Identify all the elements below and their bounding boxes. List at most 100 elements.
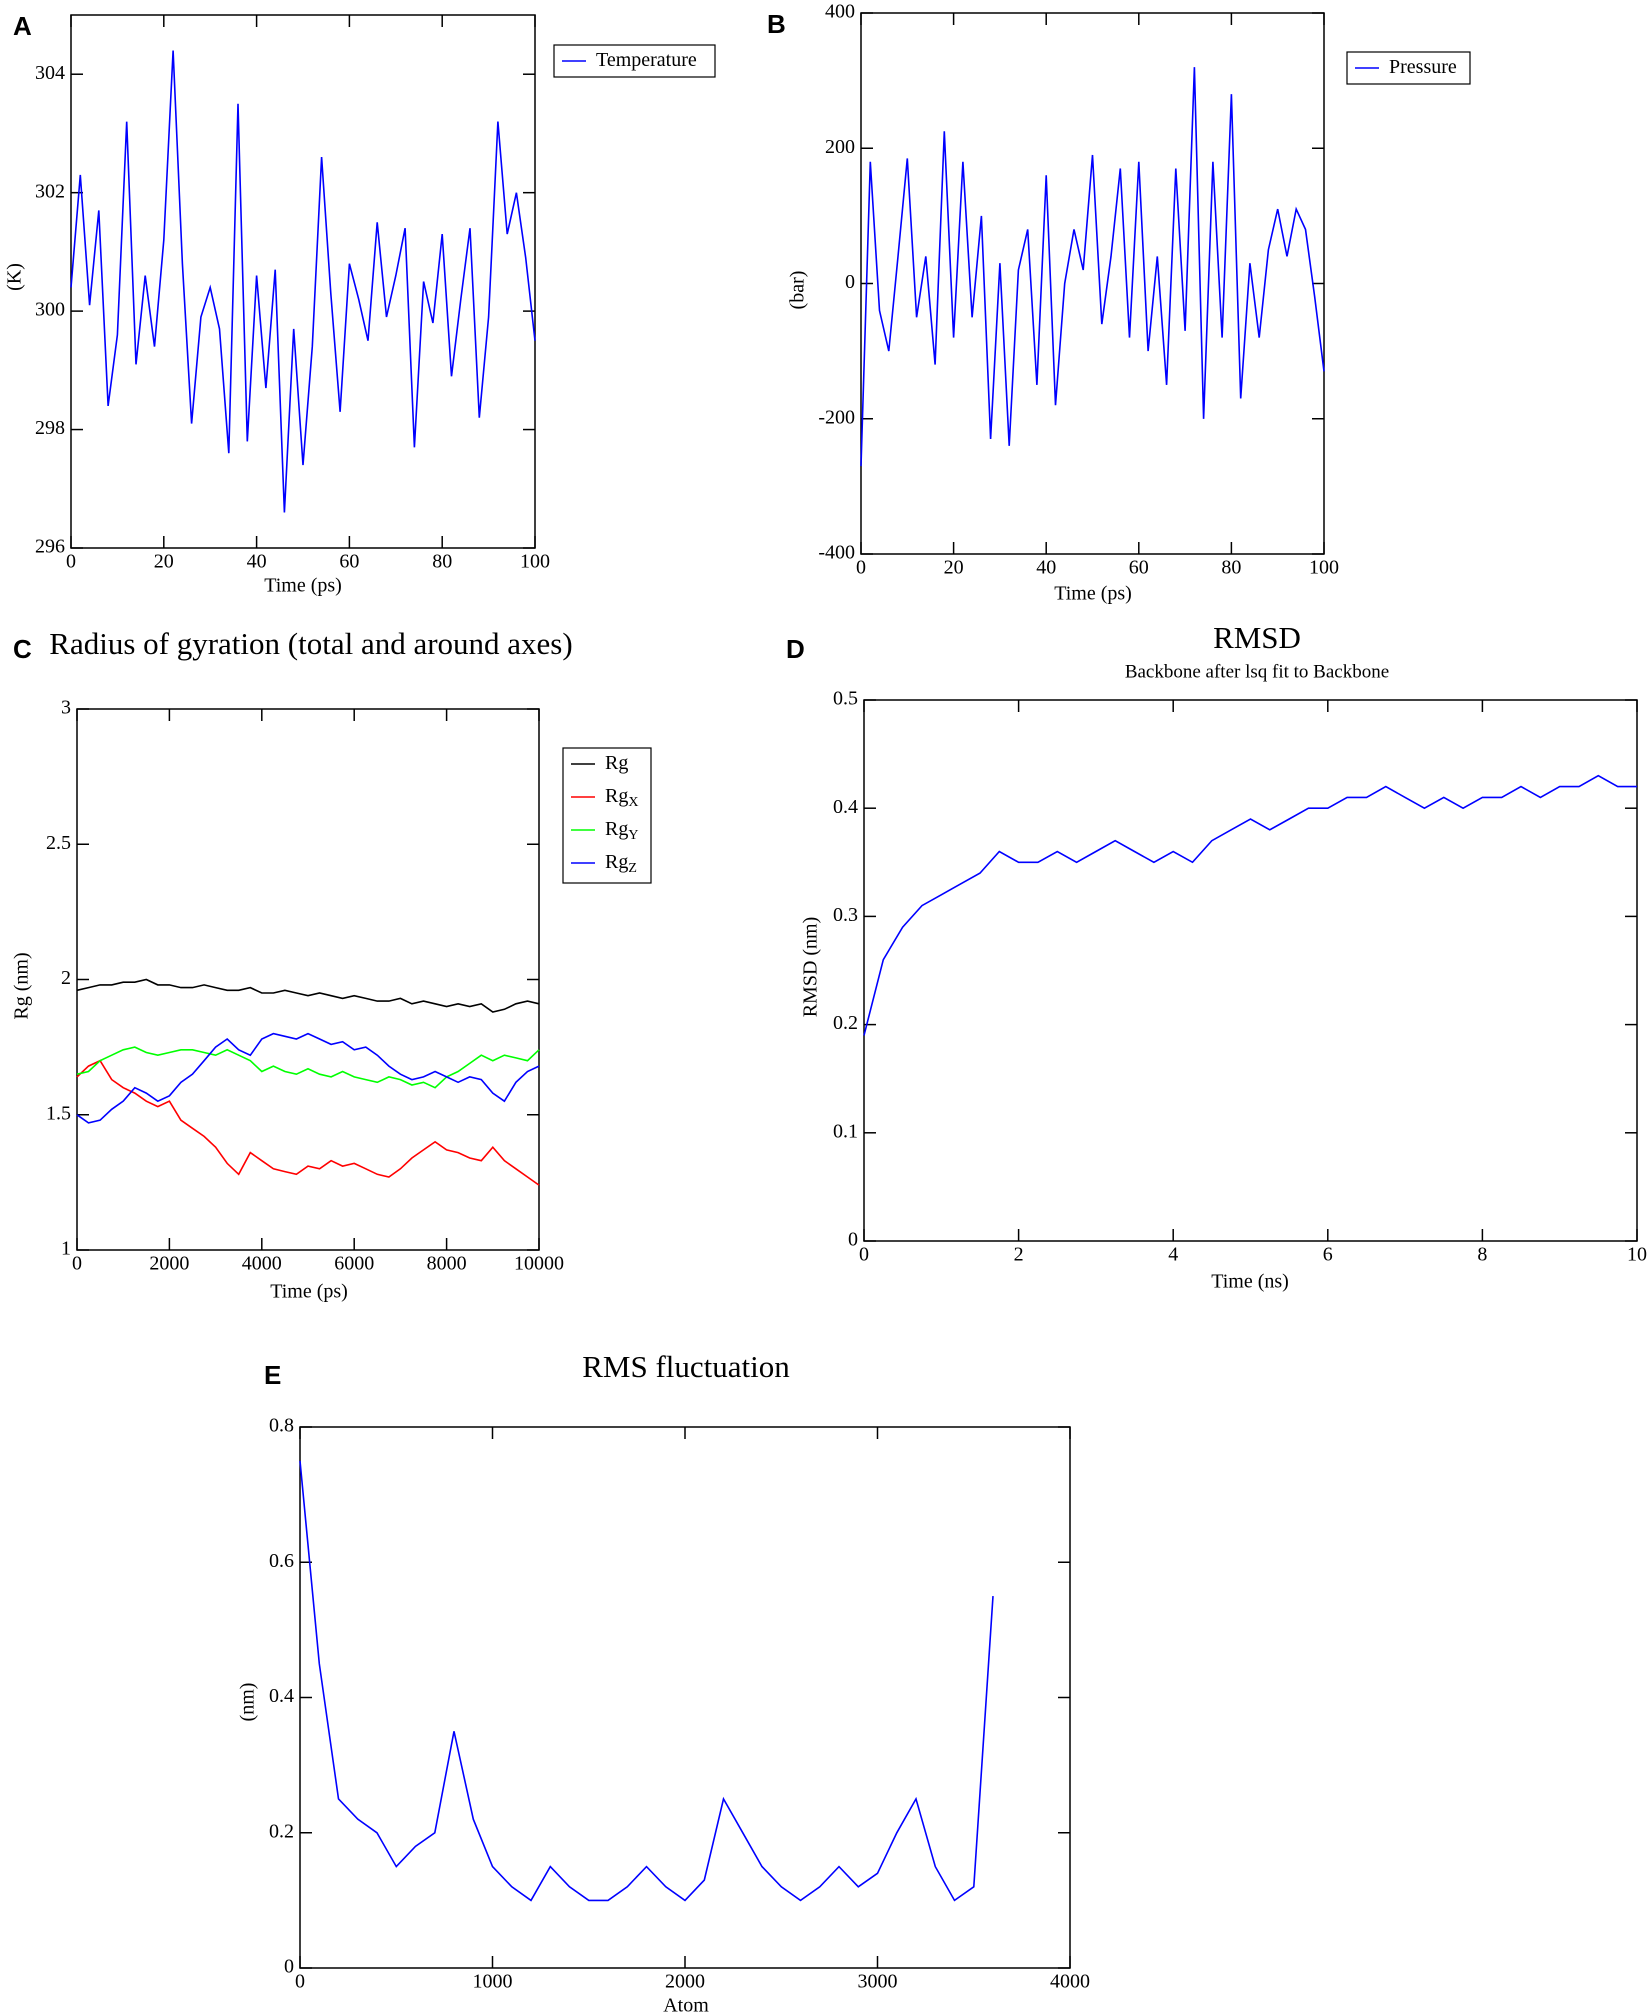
x-tick-label: 0: [295, 1971, 305, 1993]
x-tick-label: 4: [1168, 1244, 1178, 1266]
x-tick-label: 20: [944, 557, 964, 579]
y-axis-label: (K): [4, 263, 26, 291]
y-tick-label: 2: [61, 967, 71, 989]
x-axis-label: Time (ns): [1211, 1271, 1289, 1293]
legend-label: Pressure: [1389, 56, 1457, 78]
series-line: [76, 1046, 540, 1089]
panel-label: A: [13, 11, 32, 41]
y-axis-label: RMSD (nm): [800, 917, 822, 1018]
y-tick-label: -200: [818, 406, 855, 428]
chart-subtitle: Backbone after lsq fit to Backbone: [1125, 661, 1389, 682]
legend-name: Pressure: [1389, 56, 1457, 78]
chart-title: RMS fluctuation: [582, 1349, 790, 1384]
legend-name: Rg: [605, 818, 628, 840]
x-tick-label: 100: [1309, 557, 1339, 579]
y-tick-label: 0: [848, 1229, 858, 1251]
y-tick-label: 0.2: [833, 1012, 858, 1034]
x-axis-label: Time (ps): [1054, 583, 1132, 605]
y-tick-label: 300: [35, 299, 65, 321]
legend-name: Rg: [605, 785, 628, 807]
legend-subscript: Z: [628, 861, 637, 876]
plot-frame: [70, 14, 536, 549]
x-tick-label: 10000: [514, 1253, 564, 1275]
x-tick-label: 0: [66, 551, 76, 573]
y-axis-label: (nm): [237, 1683, 259, 1722]
series-line: [76, 1032, 540, 1124]
x-tick-label: 80: [432, 551, 452, 573]
y-tick-label: 1.5: [46, 1102, 71, 1124]
legend-label: Rg: [605, 752, 628, 774]
series-line: [76, 978, 540, 1013]
legend-label: RgX: [605, 785, 638, 811]
x-tick-label: 60: [1129, 557, 1149, 579]
x-tick-label: 6: [1323, 1244, 1333, 1266]
x-tick-label: 1000: [473, 1971, 513, 1993]
y-tick-label: 296: [35, 536, 65, 558]
x-tick-label: 8000: [427, 1253, 467, 1275]
series-line: [76, 1059, 540, 1186]
legend-label: RgZ: [605, 851, 637, 877]
x-axis-label: Atom: [663, 1995, 709, 2015]
x-axis-label: Time (ps): [270, 1281, 348, 1303]
y-tick-label: 0.4: [269, 1685, 294, 1707]
y-tick-label: 0.1: [833, 1120, 858, 1142]
y-tick-label: -400: [818, 542, 855, 564]
x-tick-label: 100: [520, 551, 550, 573]
y-tick-label: 400: [825, 1, 855, 23]
x-tick-label: 3000: [858, 1971, 898, 1993]
legend-name: Rg: [605, 851, 628, 873]
x-tick-label: 4000: [1050, 1971, 1090, 1993]
series-line: [860, 67, 1325, 467]
x-tick-label: 2000: [665, 1971, 705, 1993]
y-tick-label: 0.2: [269, 1820, 294, 1842]
x-tick-label: 60: [339, 551, 359, 573]
y-tick-label: 302: [35, 180, 65, 202]
panel-label: C: [13, 634, 32, 664]
series-line: [299, 1460, 994, 1902]
x-tick-label: 20: [154, 551, 174, 573]
y-tick-label: 304: [35, 62, 65, 84]
x-tick-label: 80: [1221, 557, 1241, 579]
panel-label: B: [767, 9, 786, 39]
legend-name: Rg: [605, 752, 628, 774]
legend-subscript: X: [628, 795, 638, 810]
chart-title: Radius of gyration (total and around axe…: [49, 626, 572, 661]
y-tick-label: 1: [61, 1238, 71, 1260]
x-axis-label: Time (ps): [264, 575, 342, 597]
series-line: [70, 50, 536, 513]
x-tick-label: 2000: [149, 1253, 189, 1275]
panel-label: E: [264, 1360, 281, 1390]
plot-frame: [860, 12, 1325, 555]
y-tick-label: 0.8: [269, 1415, 294, 1437]
series-line: [863, 774, 1637, 1036]
y-axis-label: Rg (nm): [11, 952, 33, 1019]
y-tick-label: 0: [845, 271, 855, 293]
x-tick-label: 2: [1014, 1244, 1024, 1266]
x-tick-label: 6000: [334, 1253, 374, 1275]
y-tick-label: 200: [825, 136, 855, 158]
legend-name: Temperature: [596, 49, 697, 71]
y-tick-label: 2.5: [46, 832, 71, 854]
plot-frame: [863, 699, 1638, 1242]
x-tick-label: 10: [1627, 1244, 1647, 1266]
y-tick-label: 298: [35, 417, 65, 439]
x-tick-label: 40: [1036, 557, 1056, 579]
legend-subscript: Y: [628, 828, 638, 843]
legend-box: [562, 747, 652, 884]
x-tick-label: 4000: [242, 1253, 282, 1275]
y-axis-label: (bar): [787, 271, 809, 310]
y-tick-label: 0.4: [833, 796, 858, 818]
x-tick-label: 0: [856, 557, 866, 579]
chart-title: RMSD: [1213, 620, 1301, 655]
legend-label: Temperature: [596, 49, 697, 71]
x-tick-label: 0: [72, 1253, 82, 1275]
y-tick-label: 0: [284, 1956, 294, 1978]
x-tick-label: 40: [247, 551, 267, 573]
y-tick-label: 0.3: [833, 904, 858, 926]
y-tick-label: 0.5: [833, 688, 858, 710]
plot-frame: [299, 1426, 1071, 1969]
panel-label: D: [786, 634, 805, 664]
x-tick-label: 0: [859, 1244, 869, 1266]
legend-label: RgY: [605, 818, 638, 844]
